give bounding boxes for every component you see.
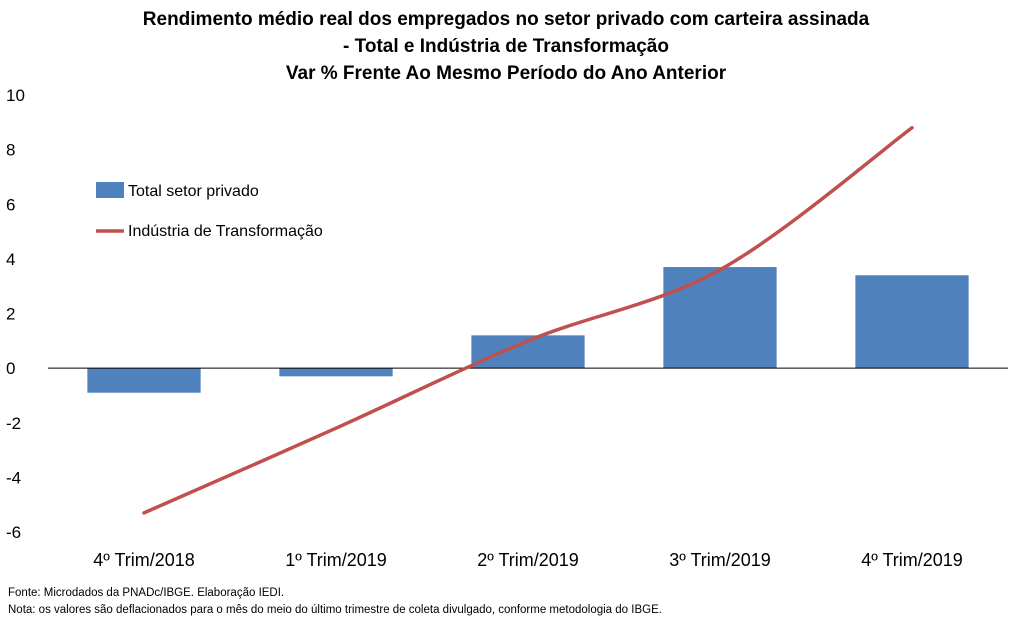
footnote-note: Nota: os valores são deflacionados para …	[8, 604, 662, 616]
legend-swatch-total	[96, 182, 124, 198]
legend-label-industria: Indústria de Transformação	[128, 223, 323, 240]
legend: Total setor privado Indústria de Transfo…	[96, 182, 323, 240]
line-series-industria	[142, 126, 914, 515]
x-tick-label: 3º Trim/2019	[669, 550, 771, 570]
x-tick-label: 4º Trim/2018	[93, 550, 195, 570]
y-tick-label: 2	[6, 305, 15, 324]
y-tick-label: -2	[6, 414, 21, 433]
y-axis-ticks: -6 -4 -2 0 2 4 6 8 10	[6, 86, 25, 542]
y-tick-label: 8	[6, 141, 15, 160]
bar-total-setor-privado	[279, 368, 393, 377]
chart-title-line-3: Var % Frente Ao Mesmo Período do Ano Ant…	[285, 63, 727, 84]
y-tick-label: 4	[6, 250, 15, 269]
x-tick-label: 4º Trim/2019	[861, 550, 963, 570]
bar-total-setor-privado	[87, 368, 201, 393]
legend-label-total: Total setor privado	[128, 183, 259, 200]
bar-series	[87, 267, 969, 393]
y-tick-label: 10	[6, 86, 25, 105]
footnote-source: Fonte: Microdados da PNADc/IBGE. Elabora…	[8, 587, 285, 599]
x-axis-labels: 4º Trim/2018 1º Trim/2019 2º Trim/2019 3º T…	[93, 550, 963, 570]
y-tick-label: -4	[6, 468, 21, 487]
y-tick-label: 6	[6, 195, 15, 214]
y-tick-label: -6	[6, 523, 21, 542]
x-tick-label: 2º Trim/2019	[477, 550, 579, 570]
x-tick-label: 1º Trim/2019	[285, 550, 387, 570]
bar-total-setor-privado	[855, 275, 969, 369]
bar-total-setor-privado	[663, 267, 777, 369]
y-tick-label: 0	[6, 359, 15, 378]
chart-title-line-2: - Total e Indústria de Transformação	[343, 36, 669, 57]
chart-title-line-1: Rendimento médio real dos empregados no …	[142, 9, 870, 30]
chart-title: Rendimento médio real dos empregados no …	[0, 6, 1012, 87]
